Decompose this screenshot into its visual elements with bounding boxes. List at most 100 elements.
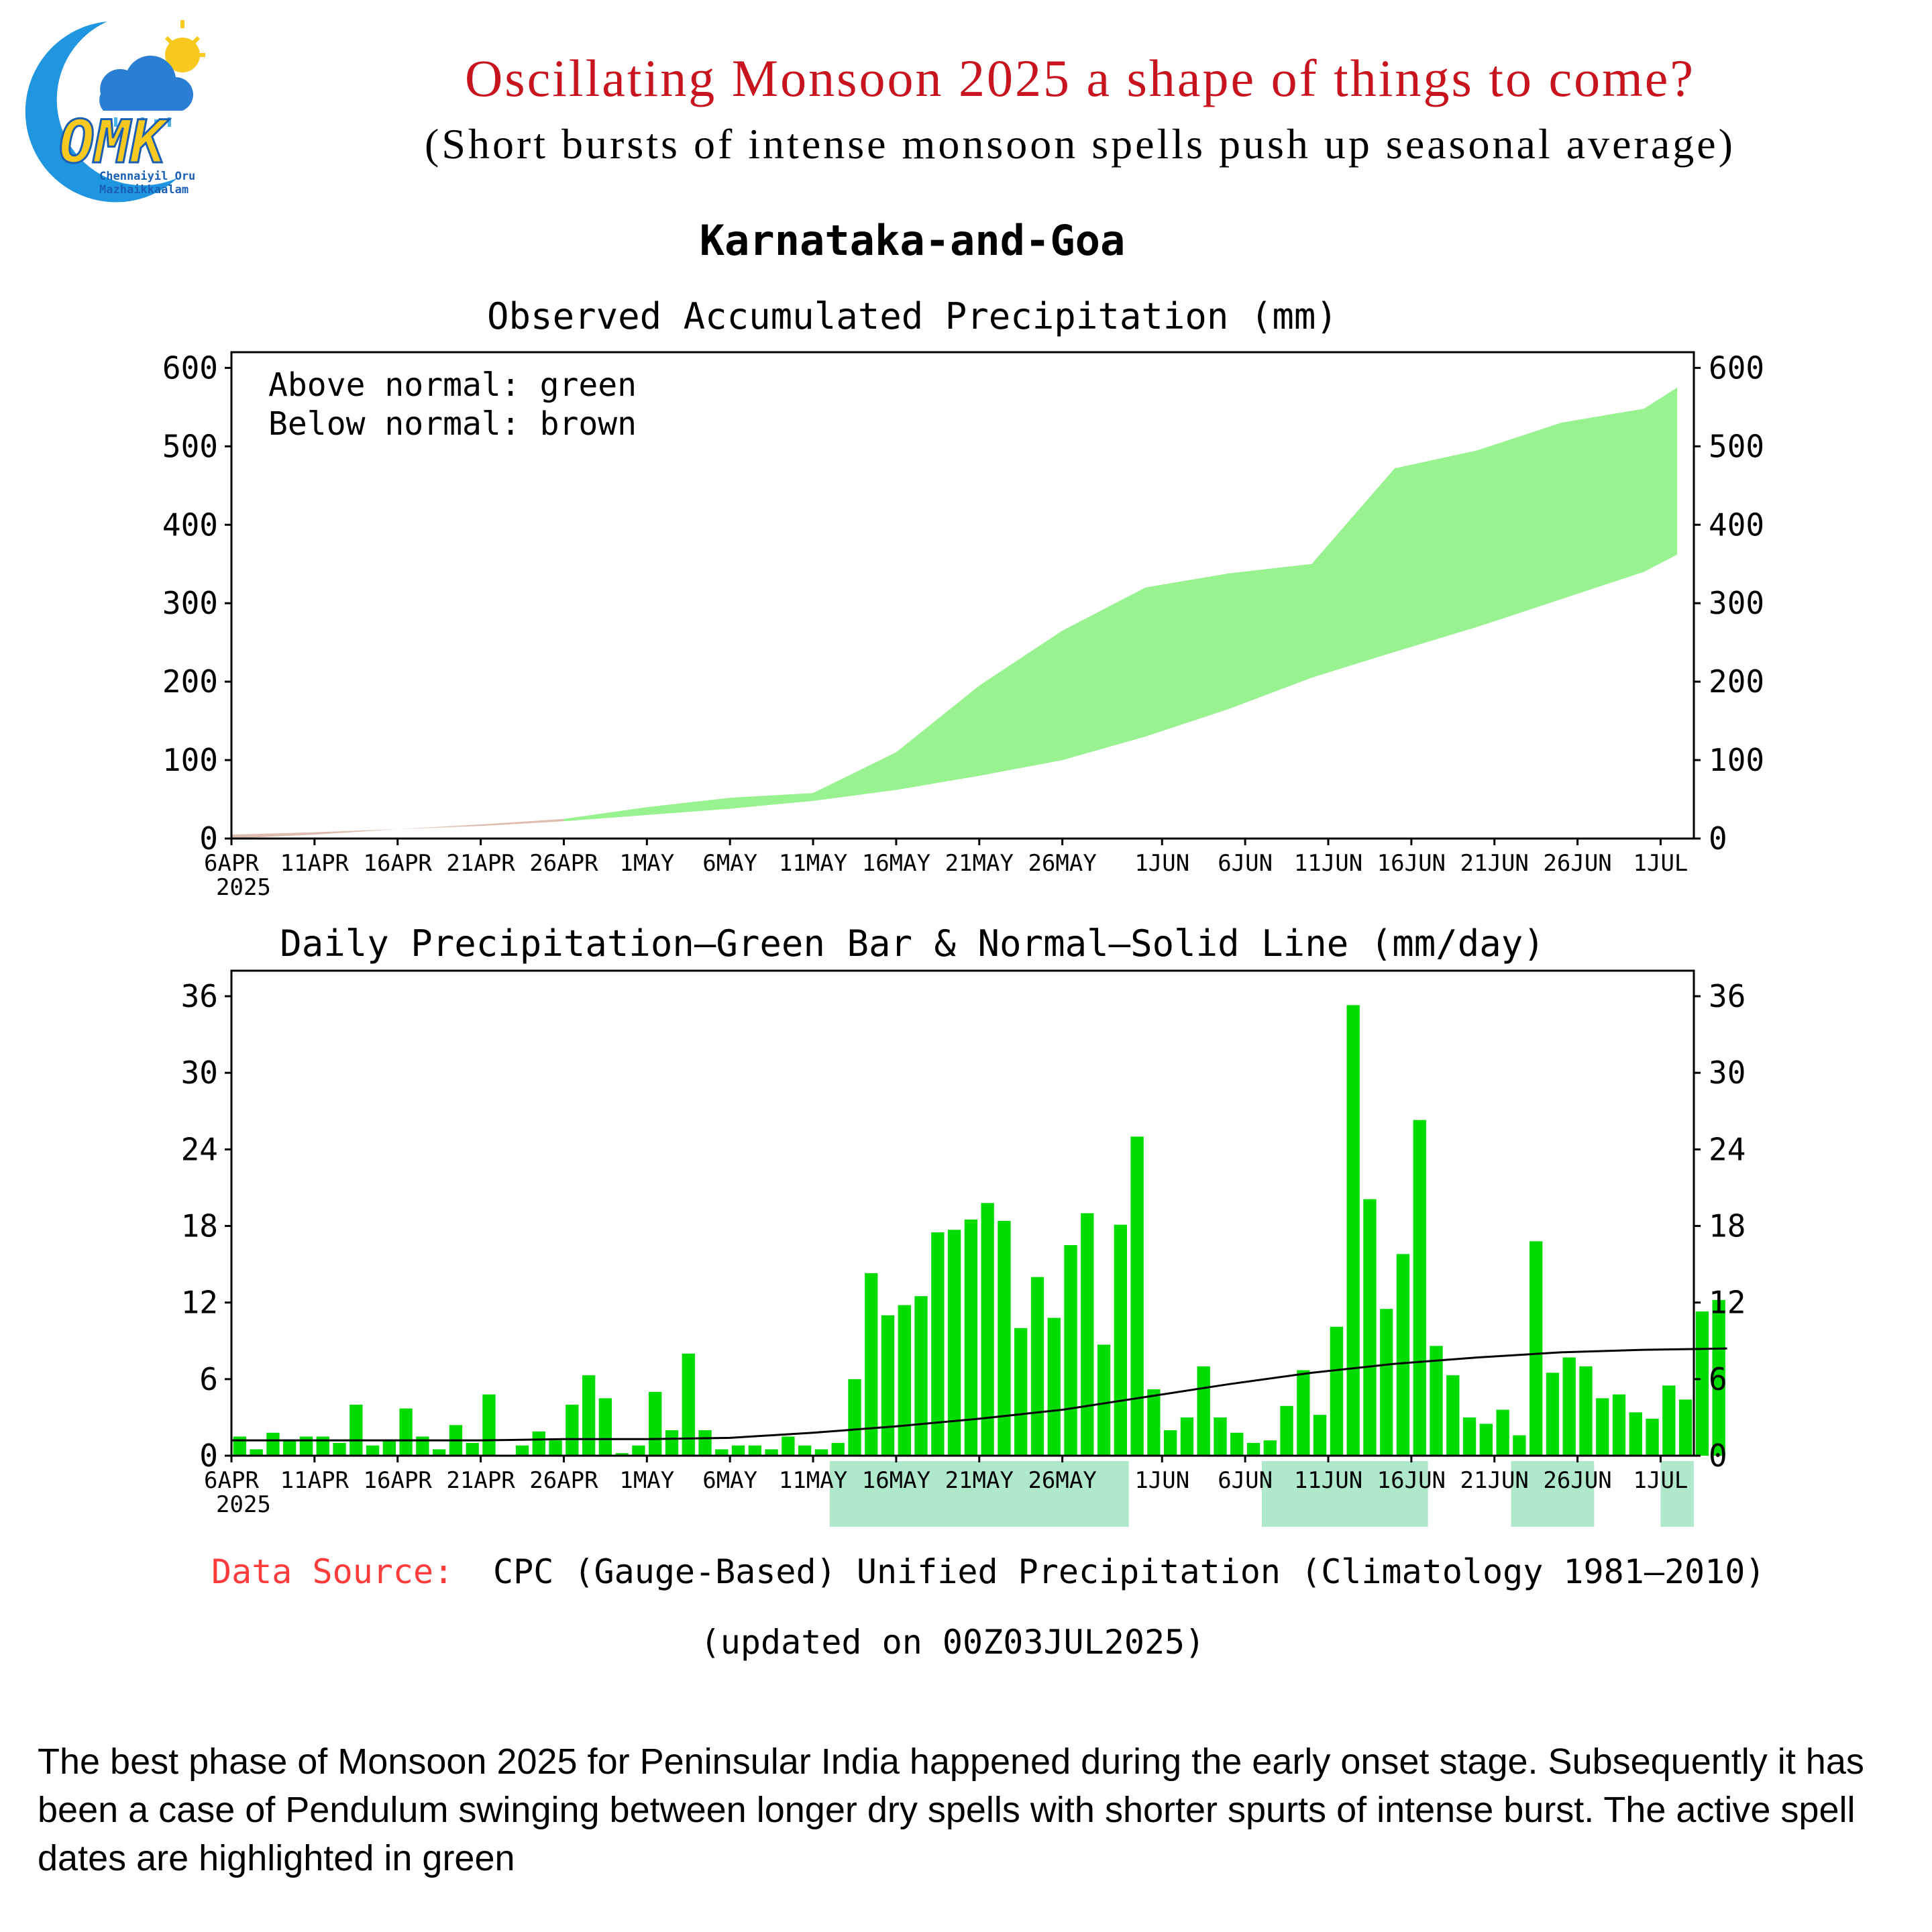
daily-ytick-label: 0	[199, 1438, 218, 1474]
accum-xtick-label: 21APR	[446, 850, 515, 877]
logo-line1: Chennaiyil Oru	[99, 170, 195, 183]
daily-precip-bar	[881, 1315, 895, 1456]
daily-precip-bar	[399, 1408, 413, 1456]
headline: Oscillating Monsoon 2025 a shape of thin…	[464, 49, 1696, 107]
daily-precip-bar	[615, 1453, 629, 1456]
daily-precip-bar	[1529, 1241, 1543, 1456]
daily-ytick-label-right: 24	[1709, 1131, 1746, 1167]
accum-ytick-label-right: 600	[1709, 350, 1764, 386]
accum-xtick-label: 11MAY	[779, 850, 847, 877]
daily-precip-bar	[1097, 1344, 1111, 1456]
omk-logo: OMK Chennaiyil Oru Mazhaikkaalam	[7, 13, 208, 208]
daily-ytick-label-right: 30	[1709, 1055, 1746, 1091]
daily-xtick-label: 11MAY	[779, 1467, 847, 1494]
accum-xtick-label: 1JUL	[1633, 850, 1688, 877]
daily-xtick-label: 26APR	[529, 1467, 598, 1494]
daily-precip-bar	[731, 1445, 745, 1456]
daily-xtick-label: 21APR	[446, 1467, 515, 1494]
daily-precip-bar	[1646, 1418, 1659, 1456]
above-normal-area	[564, 387, 1678, 822]
accum-xtick-label: 1MAY	[619, 850, 674, 877]
daily-precip-bar	[649, 1391, 662, 1456]
daily-xtick-label: 21MAY	[945, 1467, 1014, 1494]
daily-precip-bar	[1197, 1366, 1210, 1456]
daily-precip-bar	[1662, 1385, 1676, 1456]
daily-precip-bar	[748, 1445, 762, 1456]
daily-ytick-label: 30	[181, 1055, 218, 1091]
accum-xtick-label: 16APR	[364, 850, 433, 877]
daily-precip-bar	[898, 1305, 911, 1456]
daily-precip-bar	[782, 1436, 795, 1456]
accum-ytick-label: 400	[162, 506, 218, 543]
active-spell-highlight	[829, 1461, 1129, 1527]
daily-precip-bar	[1546, 1373, 1560, 1456]
daily-precip-bar	[566, 1404, 579, 1456]
daily-precip-bar	[1462, 1417, 1477, 1456]
daily-precip-bar	[283, 1440, 297, 1456]
daily-ytick-label: 12	[181, 1285, 218, 1321]
active-spell-highlight	[1660, 1461, 1694, 1527]
daily-chart-title: Daily Precipitation–Green Bar & Normal–S…	[280, 922, 1545, 965]
daily-precip-bar	[582, 1375, 596, 1456]
daily-precip-bar	[1163, 1430, 1177, 1456]
daily-plot-frame	[230, 969, 1695, 1457]
accum-legend-line: Below normal: brown	[268, 405, 637, 443]
daily-precip-bar	[1147, 1389, 1161, 1456]
accum-xtick-label: 6JUN	[1218, 850, 1273, 877]
accum-year-label: 2025	[216, 874, 271, 901]
daily-ytick-label: 6	[199, 1361, 218, 1397]
daily-precip-bar	[682, 1353, 695, 1456]
daily-precip-bar	[598, 1398, 612, 1456]
daily-precip-bar	[1346, 1005, 1360, 1456]
daily-xtick-label: 6JUN	[1218, 1467, 1273, 1494]
accum-ytick-label-right: 100	[1709, 742, 1764, 778]
active-spell-highlight	[1511, 1461, 1595, 1527]
accum-legend-line: Above normal: green	[268, 366, 637, 404]
daily-precip-bar	[831, 1442, 845, 1456]
daily-precip-bar	[1430, 1346, 1443, 1456]
accum-xtick-label: 21JUN	[1460, 850, 1529, 877]
daily-precip-bar	[333, 1442, 346, 1456]
daily-ytick-label: 36	[181, 978, 218, 1014]
daily-precip-bar	[366, 1445, 380, 1456]
accum-xtick-label: 11JUN	[1294, 850, 1362, 877]
accum-xtick-label: 6MAY	[702, 850, 757, 877]
daily-precip-bar	[848, 1379, 861, 1456]
daily-xtick-label: 6APR	[204, 1467, 259, 1494]
daily-precip-bar	[931, 1232, 945, 1456]
daily-precip-bar	[1047, 1318, 1061, 1456]
accum-ytick-label: 200	[162, 663, 218, 700]
daily-xtick-label: 16APR	[364, 1467, 433, 1494]
accum-xtick-label: 26MAY	[1028, 850, 1096, 877]
daily-precip-bar	[1496, 1409, 1509, 1456]
daily-xtick-label: 1JUL	[1633, 1467, 1688, 1494]
daily-precip-bar	[1380, 1309, 1393, 1456]
accum-ytick-label: 0	[199, 820, 218, 857]
logo-line2: Mazhaikkaalam	[99, 183, 189, 197]
daily-precip-bar	[1014, 1328, 1028, 1456]
daily-precip-bar	[798, 1445, 812, 1456]
daily-precip-bar	[266, 1432, 280, 1456]
daily-precip-bar	[964, 1220, 978, 1456]
daily-precip-bar	[1313, 1415, 1327, 1456]
daily-xtick-label: 26MAY	[1028, 1467, 1096, 1494]
daily-precip-bar	[1479, 1424, 1493, 1456]
daily-precip-bar	[632, 1445, 645, 1456]
daily-ytick-label-right: 0	[1709, 1438, 1727, 1474]
daily-xtick-label: 6MAY	[702, 1467, 757, 1494]
data-source-text: CPC (Gauge-Based) Unified Precipitation …	[493, 1552, 1765, 1591]
daily-xtick-label: 16JUN	[1377, 1467, 1446, 1494]
region-title: Karnataka-and-Goa	[700, 216, 1126, 265]
daily-precip-bar	[1297, 1370, 1310, 1456]
daily-xtick-label: 1JUN	[1134, 1467, 1189, 1494]
accum-ytick-label: 600	[162, 350, 218, 386]
accum-xtick-label: 6APR	[204, 850, 259, 877]
daily-ytick-label-right: 18	[1709, 1208, 1746, 1244]
daily-xtick-label: 21JUN	[1460, 1467, 1529, 1494]
accum-chart-title: Observed Accumulated Precipitation (mm)	[487, 295, 1338, 337]
daily-precip-bar	[1678, 1399, 1693, 1456]
daily-precip-bar	[532, 1431, 545, 1456]
daily-ytick-label-right: 12	[1709, 1285, 1746, 1321]
daily-precip-bar	[1596, 1398, 1609, 1456]
below-normal-area	[231, 818, 564, 839]
